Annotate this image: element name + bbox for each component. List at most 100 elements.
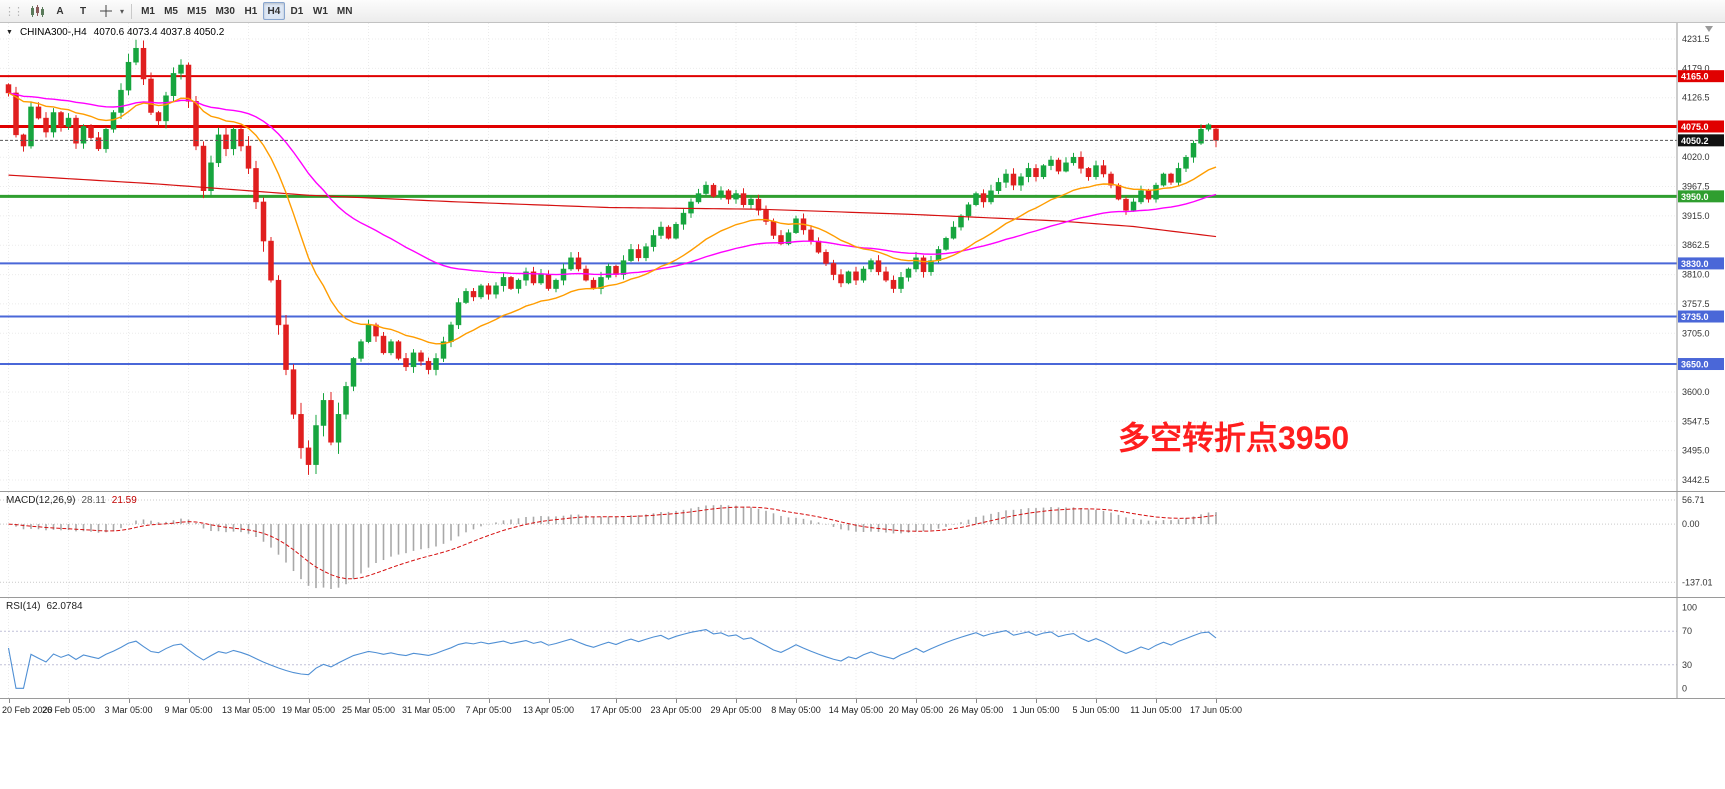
time-tick [488,699,490,703]
time-label: 7 Apr 05:00 [465,705,512,715]
rsi-label: RSI(14) 62.0784 [6,601,83,612]
time-tick [308,699,310,703]
svg-text:3600.0: 3600.0 [1682,387,1710,397]
candles [5,39,1219,475]
timeframe-m5[interactable]: M5 [160,2,182,20]
timeframe-mn[interactable]: MN [333,2,357,20]
price-badge: 4050.2 [1678,134,1724,147]
timeframe-m15[interactable]: M15 [183,2,210,20]
svg-text:70: 70 [1682,626,1692,636]
price-chart-canvas[interactable]: 4231.5 4179.0 4126.5 4020.0 3967.5 3915.0 3862… [0,23,1725,491]
time-label: 11 Jun 05:00 [1130,705,1182,715]
svg-text:56.71: 56.71 [1682,495,1705,505]
svg-text:3862.5: 3862.5 [1682,240,1710,250]
svg-text:3735.0: 3735.0 [1681,312,1709,322]
time-tick [1156,699,1157,703]
dropdown-caret-icon[interactable]: ▾ [120,6,125,16]
svg-text:3650.0: 3650.0 [1681,360,1709,370]
svg-text:3442.5: 3442.5 [1682,475,1710,485]
time-label: 26 May 05:00 [948,705,1004,715]
time-label: 1 Jun 05:00 [1012,705,1060,715]
chart-shift-marker[interactable] [1705,26,1713,32]
time-label: 29 Apr 05:00 [710,705,762,715]
time-tick [856,699,857,703]
svg-text:4179.0: 4179.0 [1682,63,1710,73]
time-label: 3 Mar 05:00 [104,705,153,715]
time-label: 9 Mar 05:00 [164,705,213,715]
time-label: 13 Mar 05:00 [221,705,276,715]
price-badge: 3830.0 [1678,257,1724,270]
price-axis[interactable] [1677,23,1725,491]
timeframe-d1[interactable]: D1 [286,2,308,20]
macd-canvas[interactable]: 56.71 0.00 -137.01 [0,492,1725,597]
symbol-dropdown-icon[interactable]: ▼ [6,29,13,36]
macd-label: MACD(12,26,9) 28.11 21.59 [6,495,137,506]
time-label: 25 Mar 05:00 [341,705,396,715]
svg-text:0.00: 0.00 [1682,519,1700,529]
time-label: 17 Apr 05:00 [590,705,642,715]
svg-text:3967.5: 3967.5 [1682,182,1710,192]
macd-panel[interactable]: MACD(12,26,9) 28.11 21.59 56.71 0.00 -137.… [0,492,1725,598]
symbol-timeframe-label: CHINA300-,H4 [19,27,87,38]
timeframe-buttons: M1 M5 M15 M30 H1 H4 D1 W1 MN [137,2,356,20]
time-label: 8 May 05:00 [771,705,821,715]
time-label: 5 Jun 05:00 [1072,705,1120,715]
type-tool-button[interactable]: T [72,2,94,20]
price-badge: 3650.0 [1678,358,1724,371]
time-tick [68,699,70,703]
svg-text:30: 30 [1682,660,1692,670]
timeframe-m1[interactable]: M1 [137,2,159,20]
svg-text:4126.5: 4126.5 [1682,93,1710,103]
time-axis[interactable]: 20 Feb 2020 26 Feb 05:00 3 Mar 05:00 9 Mar … [0,699,1725,721]
time-label: 31 Mar 05:00 [401,705,456,715]
toolbar-separator [131,3,133,19]
time-label: 20 Feb 2020 [2,705,53,715]
time-tick [248,699,250,703]
grid [0,23,1677,491]
time-tick [616,699,617,703]
svg-text:100: 100 [1682,603,1697,613]
toolbar-grip[interactable]: ⋮⋮ [4,5,24,18]
text-tool-button[interactable]: A [49,2,71,20]
timeframe-w1[interactable]: W1 [309,2,332,20]
svg-text:3547.5: 3547.5 [1682,416,1710,426]
charts-bar-icon[interactable] [26,2,48,20]
svg-text:3495.0: 3495.0 [1682,446,1710,456]
time-label: 14 May 05:00 [828,705,884,715]
svg-text:4075.0: 4075.0 [1681,122,1709,132]
time-tick [736,699,737,703]
macd-main-value: 28.11 [81,495,106,506]
timeframe-h4[interactable]: H4 [262,2,285,20]
rsi-canvas[interactable]: 100 70 30 0 [0,598,1725,698]
timeframe-h1[interactable]: H1 [240,2,262,20]
macd-signal-value: 21.59 [111,495,137,506]
time-label: 23 Apr 05:00 [650,705,702,715]
rsi-value: 62.0784 [46,601,83,612]
svg-text:3950.0: 3950.0 [1681,192,1709,202]
svg-text:3810.0: 3810.0 [1682,270,1710,280]
crosshair-button[interactable] [95,2,117,20]
time-tick [676,699,677,703]
time-tick [428,699,430,703]
time-tick [1096,699,1097,703]
price-badge: 3950.0 [1678,190,1724,203]
timeframe-m30[interactable]: M30 [211,2,238,20]
crosshair-icon [100,5,112,17]
time-tick [796,699,797,703]
time-tick [916,699,917,703]
time-tick [8,699,10,703]
price-badge: 4165.0 [1678,70,1724,83]
main-chart-panel[interactable]: ▼ CHINA300-,H4 4070.6 4073.4 4037.8 4050… [0,23,1725,492]
toolbar: ⋮⋮ A T ▾ M1 M5 M15 M30 H1 H4 D1 W1 MN [0,0,1725,23]
rsi-panel[interactable]: RSI(14) 62.0784 100 70 30 0 [0,598,1725,699]
rsi-name: RSI(14) [6,601,41,612]
time-label: 26 Feb 05:00 [41,705,96,715]
time-tick [188,699,190,703]
time-tick [976,699,977,703]
chart-title: ▼ CHINA300-,H4 4070.6 4073.4 4037.8 4050… [6,27,224,38]
candlestick-chart-icon [31,4,44,17]
svg-text:4050.2: 4050.2 [1681,136,1709,146]
svg-text:3915.0: 3915.0 [1682,211,1710,221]
time-tick [1036,699,1037,703]
svg-text:3705.0: 3705.0 [1682,328,1710,338]
